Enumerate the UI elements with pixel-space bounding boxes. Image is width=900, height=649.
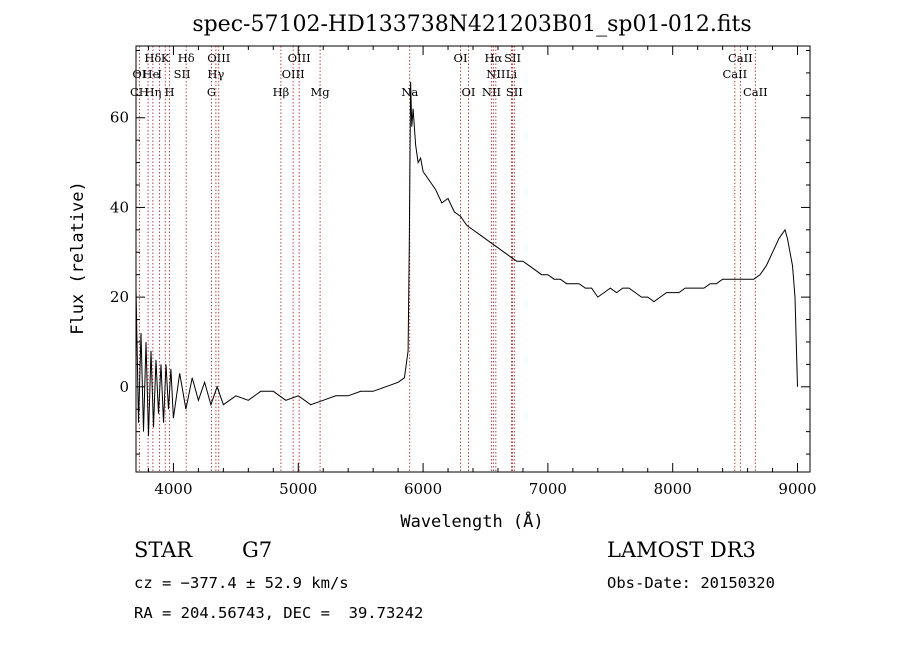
spectral-line-label: NII <box>486 67 505 81</box>
spectral-line-label: OI <box>454 51 468 65</box>
x-axis-label: Wavelength (Å) <box>400 510 543 532</box>
x-tick-label: 6000 <box>404 480 442 498</box>
y-tick-label: 20 <box>110 288 129 306</box>
spectral-line-label: Li <box>506 67 518 81</box>
survey-name: LAMOST DR3 <box>607 538 756 562</box>
spectral-line-label: K <box>161 51 170 65</box>
spectral-line-label: G <box>207 85 216 99</box>
spectral-line-label: OI <box>462 85 476 99</box>
spectral-line-label: CaII <box>743 85 768 99</box>
spectral-line-label: Hδ <box>178 51 195 65</box>
spectral-line-label: Hγ <box>207 67 224 81</box>
sky-coordinates: RA = 204.56743, DEC = 39.73242 <box>134 604 424 622</box>
spectral-line-label: OI <box>132 67 146 81</box>
y-tick-label: 60 <box>110 109 129 127</box>
spectral-line-label: Na <box>401 85 418 99</box>
y-tick-label: 0 <box>119 378 129 396</box>
spectral-line-label: NII <box>482 85 501 99</box>
x-tick-label: 4000 <box>154 480 192 498</box>
y-axis-label: Flux (relative) <box>68 181 88 335</box>
spectral-line-label: He <box>143 67 160 81</box>
observation-date: Obs-Date: 20150320 <box>607 574 775 592</box>
spectral-line-label: SII <box>506 85 523 99</box>
chart-title: spec-57102-HD133738N421203B01_sp01-012.f… <box>192 12 751 37</box>
redshift-cz: cz = −377.4 ± 52.9 km/s <box>134 574 349 592</box>
object-subclass: G7 <box>242 538 273 562</box>
y-tick-label: 40 <box>110 198 129 216</box>
spectral-line-label: Hη <box>145 85 162 99</box>
spectral-line-label: CH <box>130 85 149 99</box>
spectral-line-label: SII <box>174 67 191 81</box>
plot-frame <box>135 45 811 473</box>
spectral-line-label: CaII <box>722 67 747 81</box>
spectral-line-label: SII <box>504 51 521 65</box>
spectral-line-label: Hα <box>484 51 502 65</box>
x-tick-label: 9000 <box>778 480 816 498</box>
spectral-line-label: Mg <box>311 85 331 99</box>
x-tick-label: 5000 <box>279 480 317 498</box>
spectral-line-label: Hβ <box>273 85 290 99</box>
spectral-line-label: H <box>165 85 175 99</box>
x-tick-label: 8000 <box>654 480 692 498</box>
x-tick-label: 7000 <box>529 480 567 498</box>
spectral-line-label: Hδ <box>144 51 161 65</box>
spectral-line-label: CaII <box>728 51 753 65</box>
spectral-line-label: OIII <box>207 51 230 65</box>
spectrum-line <box>135 81 798 437</box>
object-class: STAR <box>134 538 193 562</box>
spectral-line-label: I <box>157 67 162 81</box>
spectral-line-label: OIII <box>282 67 305 81</box>
spectral-line-label: OIII <box>288 51 311 65</box>
